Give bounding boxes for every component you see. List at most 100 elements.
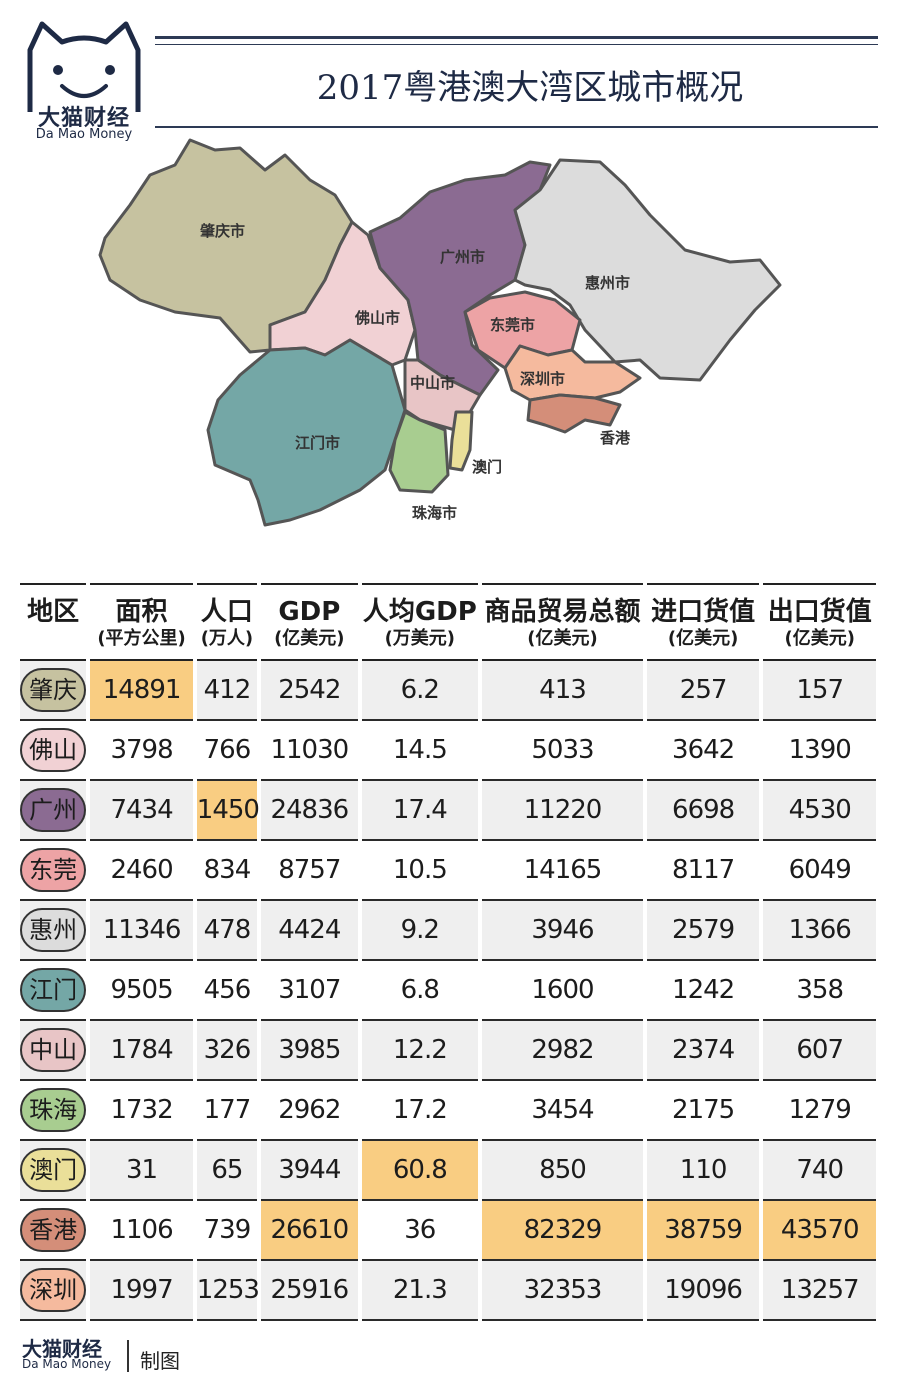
brand-name-zh: 大猫财经	[37, 106, 130, 131]
value-cell: 413	[482, 661, 643, 721]
value-cell: 12.2	[361, 1021, 479, 1081]
footer-brand-en: Da Mao Money	[22, 1357, 112, 1371]
cat-logo-icon	[27, 21, 141, 112]
value-cell: 1390	[763, 721, 876, 781]
value-cell: 257	[646, 661, 760, 721]
city-badge: 惠州	[20, 908, 87, 952]
value-cell: 38759	[646, 1201, 760, 1261]
value-cell: 14.5	[361, 721, 479, 781]
value-cell: 6.8	[361, 961, 479, 1021]
value-cell: 3946	[482, 901, 643, 961]
value-cell: 2579	[646, 901, 760, 961]
map-region-huizhou	[513, 158, 782, 382]
value-cell: 1242	[646, 961, 760, 1021]
city-cell: 广州	[20, 781, 87, 841]
page-title: 2017粤港澳大湾区城市概况	[316, 68, 744, 108]
value-cell: 177	[196, 1081, 258, 1141]
value-cell: 11030	[261, 721, 358, 781]
footer-brand-zh: 大猫财经	[22, 1337, 102, 1361]
map-label-zhongshan: 中山市	[410, 374, 455, 392]
value-cell: 3944	[261, 1141, 358, 1201]
footer-divider	[127, 1340, 129, 1372]
value-cell: 32353	[482, 1261, 643, 1321]
value-cell: 456	[196, 961, 258, 1021]
map-label-macao: 澳门	[472, 458, 502, 476]
city-badge: 肇庆	[20, 668, 87, 712]
table-row: 东莞 2460 834 8757 10.5 14165 8117 6049	[20, 841, 876, 901]
bay-area-map: 肇庆市 广州市 惠州市 佛山市 东莞市 深圳市 中山市 江门市 香港 澳门 珠海…	[98, 138, 782, 527]
value-cell: 850	[482, 1141, 643, 1201]
value-cell: 2542	[261, 661, 358, 721]
value-cell: 17.4	[361, 781, 479, 841]
map-label-hongkong: 香港	[600, 429, 631, 447]
value-cell: 1784	[90, 1021, 193, 1081]
city-cell: 珠海	[20, 1081, 87, 1141]
city-cell: 深圳	[20, 1261, 87, 1321]
value-cell: 8117	[646, 841, 760, 901]
value-cell: 2982	[482, 1021, 643, 1081]
value-cell: 157	[763, 661, 876, 721]
city-cell: 佛山	[20, 721, 87, 781]
value-cell: 1253	[196, 1261, 260, 1321]
value-cell: 3454	[482, 1081, 643, 1141]
city-cell: 香港	[20, 1201, 87, 1261]
value-cell: 739	[196, 1201, 258, 1261]
value-cell: 31	[90, 1141, 193, 1201]
value-cell: 9505	[90, 961, 193, 1021]
value-cell: 766	[196, 721, 258, 781]
value-cell: 1997	[90, 1261, 193, 1321]
map-label-zhuhai: 珠海市	[412, 504, 457, 522]
city-badge: 深圳	[20, 1268, 87, 1312]
map-region-zhuhai	[388, 410, 450, 494]
table-row: 深圳 1997 1253 25916 21.3 32353 19096 13257	[20, 1261, 876, 1321]
city-badge: 香港	[20, 1208, 87, 1252]
table-row: 江门 9505 456 3107 6.8 1600 1242 358	[20, 961, 876, 1021]
value-cell: 21.3	[361, 1261, 479, 1321]
value-cell: 2962	[261, 1081, 358, 1141]
map-region-jiangmen	[206, 338, 407, 527]
map-label-dongguan: 东莞市	[490, 316, 535, 334]
value-cell: 1450	[196, 781, 260, 841]
map-label-huizhou: 惠州市	[585, 274, 630, 292]
map-region-hongkong	[526, 393, 622, 434]
value-cell: 9.2	[361, 901, 479, 961]
city-cell: 澳门	[20, 1141, 87, 1201]
city-badge: 中山	[20, 1028, 87, 1072]
value-cell: 60.8	[361, 1141, 479, 1201]
value-cell: 326	[196, 1021, 258, 1081]
value-cell: 834	[196, 841, 258, 901]
value-cell: 43570	[763, 1201, 876, 1261]
value-cell: 478	[196, 901, 258, 961]
value-cell: 10.5	[361, 841, 479, 901]
header-population: 人口 (万人)	[196, 583, 258, 661]
footer-note: 制图	[140, 1349, 180, 1373]
map-label-jiangmen: 江门市	[295, 434, 340, 452]
map-region-macao	[448, 410, 474, 472]
city-badge: 江门	[20, 968, 87, 1012]
value-cell: 412	[196, 661, 258, 721]
city-data-table: 地区 面积 (平方公里) 人口 (万人) GDP (亿美元) 人均GDP (万美元) 商…	[16, 583, 880, 1321]
value-cell: 3985	[261, 1021, 358, 1081]
value-cell: 3642	[646, 721, 760, 781]
value-cell: 11346	[90, 901, 193, 961]
value-cell: 740	[763, 1141, 876, 1201]
value-cell: 1279	[763, 1081, 876, 1141]
value-cell: 6049	[763, 841, 876, 901]
value-cell: 26610	[261, 1201, 358, 1261]
value-cell: 4530	[763, 781, 876, 841]
value-cell: 25916	[261, 1261, 358, 1321]
value-cell: 358	[763, 961, 876, 1021]
title-top-rule-thin	[155, 44, 878, 45]
city-badge: 澳门	[20, 1148, 87, 1192]
value-cell: 1732	[90, 1081, 193, 1141]
table-header-row: 地区 面积 (平方公里) 人口 (万人) GDP (亿美元) 人均GDP (万美元) 商…	[20, 583, 876, 661]
map-region-guangzhou	[368, 160, 552, 397]
value-cell: 82329	[482, 1201, 643, 1261]
title-bottom-rule	[155, 126, 878, 128]
city-badge: 广州	[20, 788, 87, 832]
table-row: 香港 1106 739 26610 36 82329 38759 43570	[20, 1201, 876, 1261]
header-gdp: GDP (亿美元)	[261, 583, 358, 661]
value-cell: 3107	[261, 961, 358, 1021]
header-area: 面积 (平方公里)	[90, 583, 193, 661]
table-row: 惠州 11346 478 4424 9.2 3946 2579 1366	[20, 901, 876, 961]
